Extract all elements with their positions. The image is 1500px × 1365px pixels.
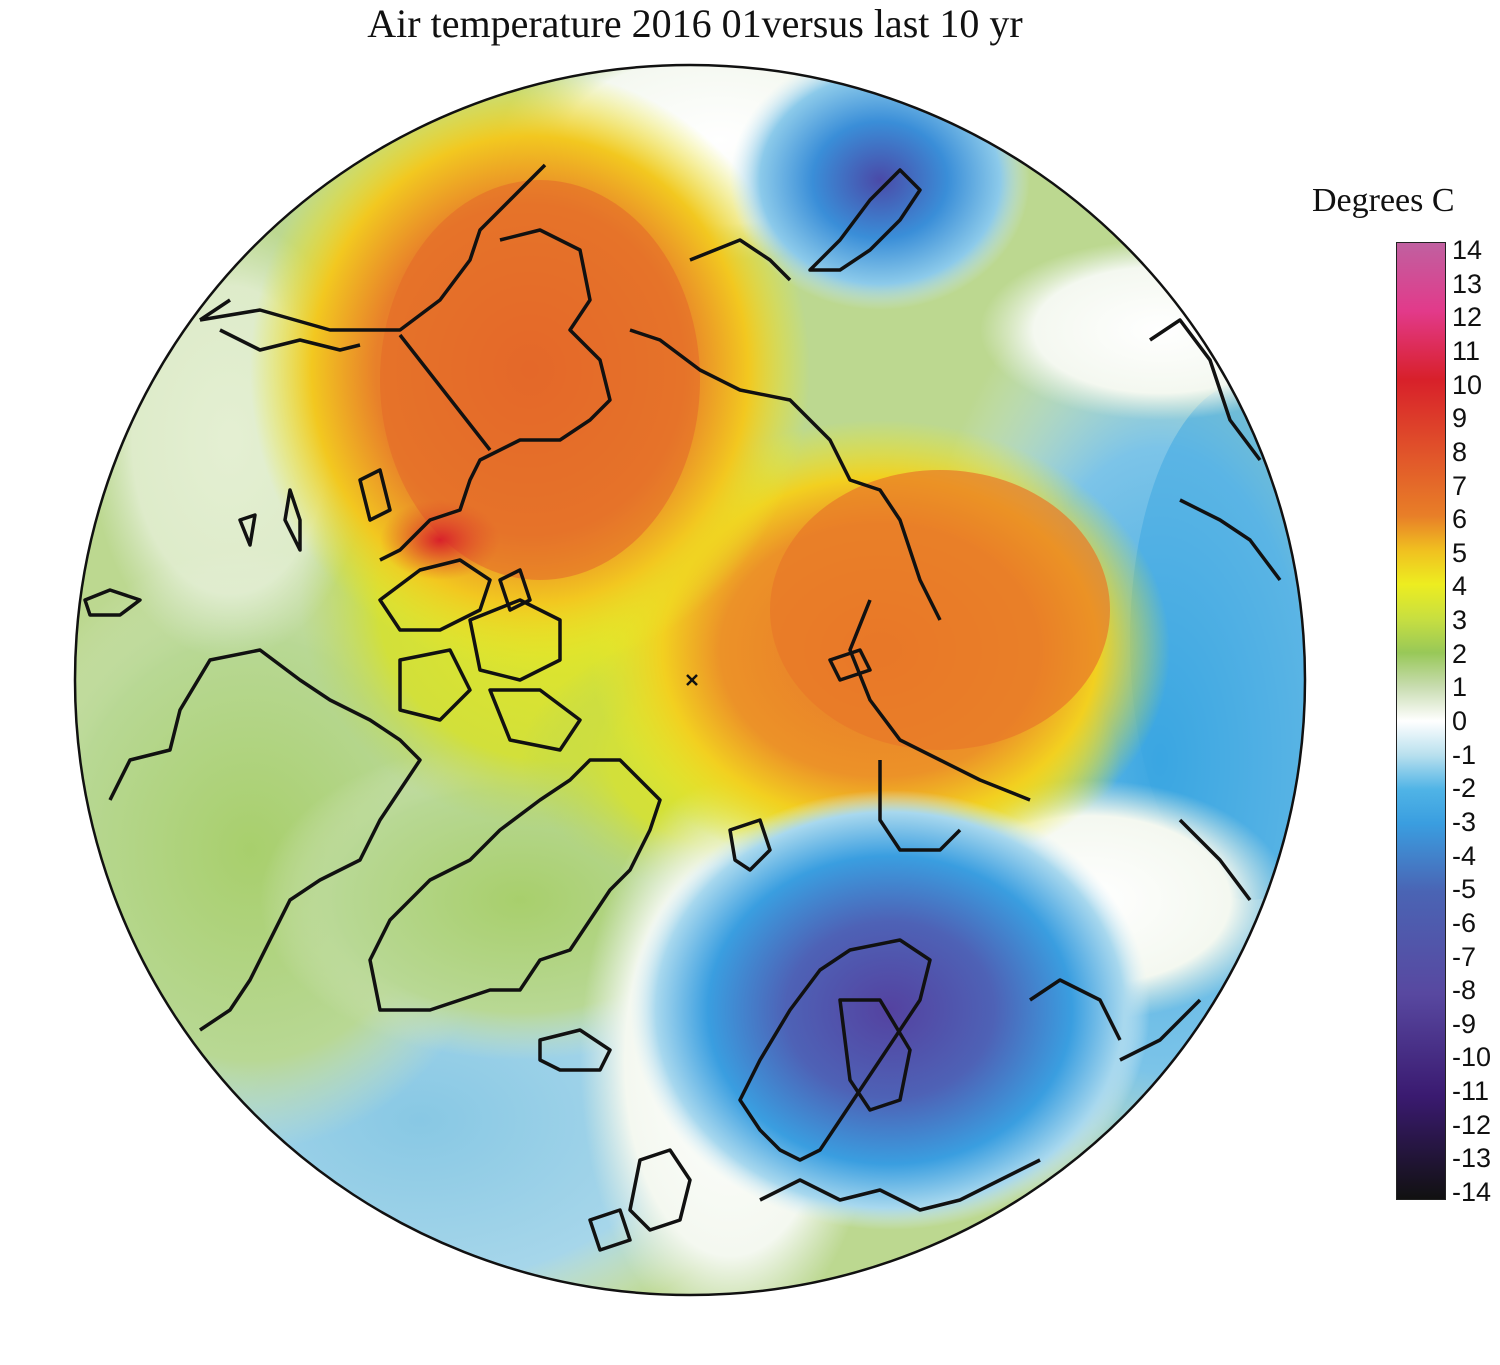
canada-island <box>358 468 392 522</box>
canada-island <box>238 513 257 547</box>
colorbar-tick-label: -3 <box>1452 806 1477 837</box>
colorbar-tick-label: 5 <box>1452 537 1468 568</box>
greenland-coast <box>368 758 662 1012</box>
archipelago-island <box>398 648 472 722</box>
europe-coast <box>759 978 1122 1212</box>
coastlines <box>83 163 1282 1252</box>
colorbar-tick-label: 7 <box>1452 470 1468 501</box>
finland-coast <box>838 998 912 1112</box>
colorbar-tick-label: -6 <box>1452 907 1477 938</box>
colorbar-tick-label: 13 <box>1452 268 1483 299</box>
colorbar-tick-label: -7 <box>1452 941 1477 972</box>
colorbar-tick-label: -11 <box>1452 1076 1490 1107</box>
x-marker <box>686 674 698 686</box>
archipelago-island <box>378 558 492 632</box>
archipelago-island <box>498 568 532 612</box>
canada-island <box>83 588 142 617</box>
canada-coast <box>108 648 422 1032</box>
taymyr-coast <box>878 760 962 852</box>
svalbard <box>728 818 772 872</box>
colorbar-tick-label: -12 <box>1452 1109 1492 1140</box>
archipelago-island <box>488 688 582 752</box>
colorbar-tick-label: -5 <box>1452 874 1477 905</box>
colorbar-tick-label: -8 <box>1452 975 1477 1006</box>
archipelago-island <box>468 598 562 682</box>
colorbar-tick-label: 14 <box>1452 235 1483 265</box>
canada-island <box>283 488 302 552</box>
colorbar-tick-label: -13 <box>1452 1143 1492 1174</box>
alaska-canada-border <box>398 333 492 452</box>
colorbar-tick-label: -1 <box>1452 739 1477 770</box>
colorbar <box>1396 242 1446 1200</box>
chart-title: Air temperature 2016 01versus last 10 yr <box>367 1 1023 46</box>
colorbar-tick-label: -9 <box>1452 1008 1477 1039</box>
colorbar-tick-label: 8 <box>1452 436 1468 467</box>
colorbar-tick-label: 12 <box>1452 302 1483 333</box>
colorbar-tick-label: 11 <box>1452 335 1481 366</box>
asia-coast <box>1119 318 1282 1062</box>
novaya-zemlya <box>828 648 872 682</box>
colorbar-tick-label: 6 <box>1452 504 1468 535</box>
colorbar-tick-label: -14 <box>1452 1177 1492 1207</box>
colorbar-tick-label: 2 <box>1452 638 1468 669</box>
siberia-coast <box>629 238 1031 802</box>
legend-title: Degrees C <box>1312 182 1455 219</box>
colorbar-tick-label: 4 <box>1452 571 1468 602</box>
colorbar-tick-label: -2 <box>1452 773 1477 804</box>
colorbar-tick-label: 1 <box>1452 672 1468 703</box>
map-boundary <box>73 63 1307 1297</box>
colorbar-tick-label: 0 <box>1452 706 1468 736</box>
british-isles <box>628 1148 692 1232</box>
colorbar-tick-label: 9 <box>1452 403 1468 434</box>
colorbar-tick-label: 10 <box>1452 369 1483 400</box>
kamchatka-coast <box>808 168 922 272</box>
iceland <box>538 1028 612 1072</box>
colorbar-tick-label: -4 <box>1452 840 1477 871</box>
temperature-field <box>75 65 1305 1295</box>
colorbar-tick-label: -10 <box>1452 1042 1492 1073</box>
bering-coast <box>199 298 361 352</box>
alaska-coast <box>199 163 612 562</box>
colorbar-tick-label: 3 <box>1452 605 1468 636</box>
ireland <box>588 1208 632 1252</box>
